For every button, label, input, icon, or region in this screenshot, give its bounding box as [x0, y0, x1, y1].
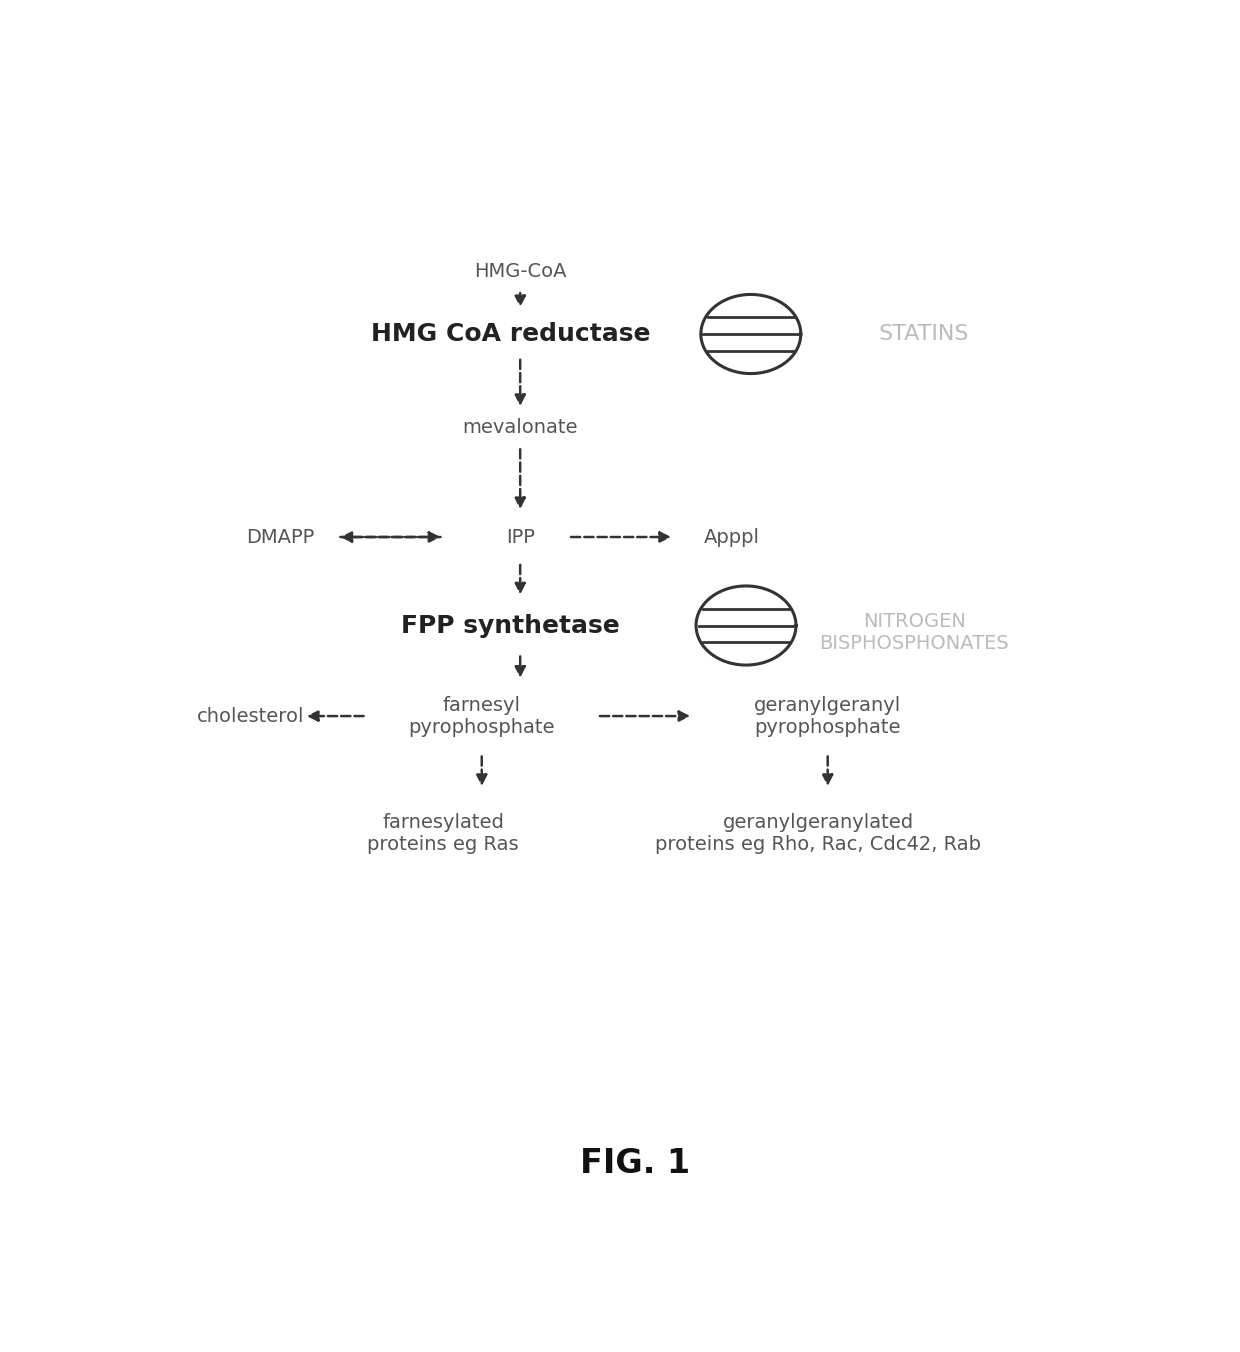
- Text: HMG CoA reductase: HMG CoA reductase: [371, 322, 650, 346]
- Text: farnesylated
proteins eg Ras: farnesylated proteins eg Ras: [367, 813, 520, 854]
- Text: Apppl: Apppl: [703, 527, 760, 546]
- Text: DMAPP: DMAPP: [246, 527, 314, 546]
- Text: mevalonate: mevalonate: [463, 418, 578, 437]
- Text: HMG-CoA: HMG-CoA: [474, 262, 567, 281]
- Text: IPP: IPP: [506, 527, 534, 546]
- Text: FPP synthetase: FPP synthetase: [402, 614, 620, 638]
- Text: cholesterol: cholesterol: [197, 707, 305, 726]
- Text: farnesyl
pyrophosphate: farnesyl pyrophosphate: [408, 695, 556, 737]
- Text: geranylgeranylated
proteins eg Rho, Rac, Cdc42, Rab: geranylgeranylated proteins eg Rho, Rac,…: [655, 813, 981, 854]
- Text: FIG. 1: FIG. 1: [580, 1148, 691, 1180]
- Text: STATINS: STATINS: [879, 324, 968, 343]
- Text: geranylgeranyl
pyrophosphate: geranylgeranyl pyrophosphate: [754, 695, 901, 737]
- Text: NITROGEN
BISPHOSPHONATES: NITROGEN BISPHOSPHONATES: [820, 612, 1009, 653]
